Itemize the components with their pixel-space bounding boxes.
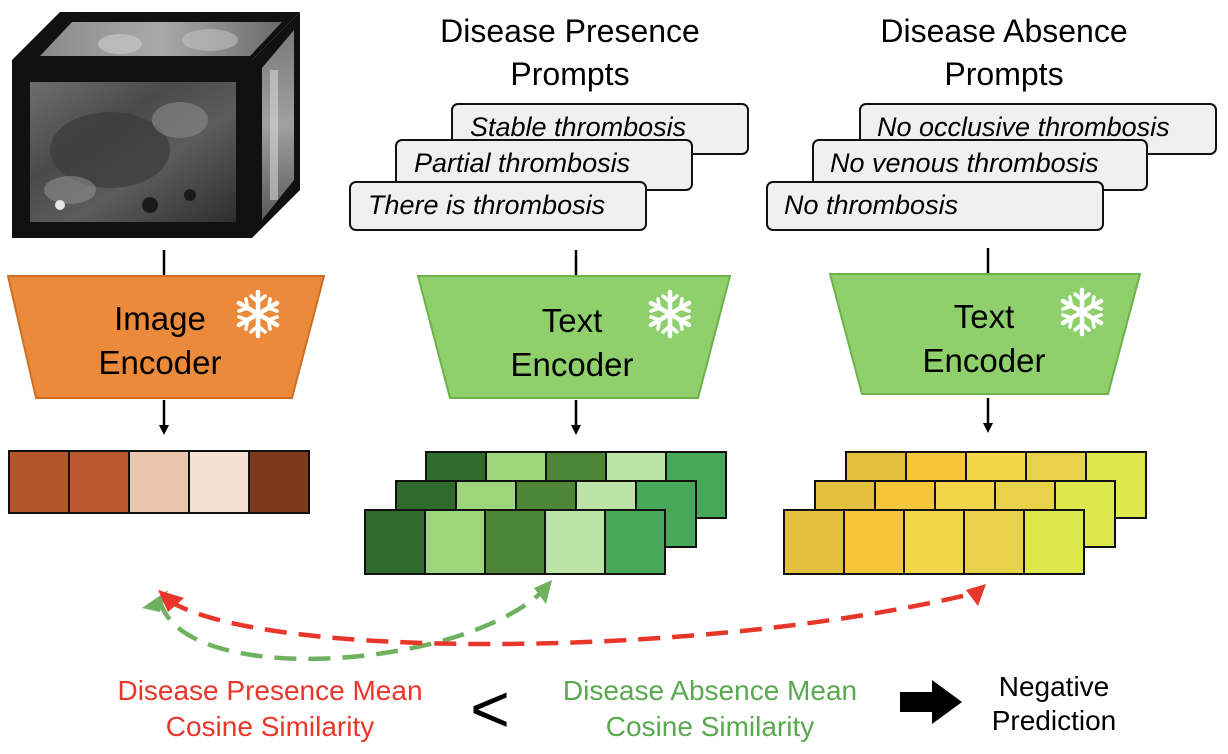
text-encoder-label-line2: Encoder	[923, 342, 1046, 379]
image-encoder-label-line2: Encoder	[99, 344, 222, 381]
presence-similarity-label-line1: Disease Presence Mean	[117, 675, 422, 706]
text-encoder-absence: Text Encoder	[828, 273, 1142, 395]
embedding-cell	[128, 450, 190, 514]
presence-similarity-label-line2: Cosine Similarity	[166, 711, 375, 742]
prompt-card	[766, 181, 1104, 231]
snowflake-icon	[236, 289, 280, 339]
similarity-arrows	[142, 580, 986, 662]
text-encoder-label-line2: Encoder	[511, 346, 634, 383]
embedding-cell	[843, 509, 905, 575]
green-arrowhead-icon	[534, 580, 552, 604]
absence-prompt-text: No thrombosis	[784, 190, 958, 220]
embedding-cell	[544, 509, 606, 575]
embedding-cell	[8, 450, 70, 514]
presence-prompt-text: Stable thrombosis	[470, 112, 686, 142]
less-than-comparator: <	[470, 671, 510, 747]
snowflake-icon	[1060, 287, 1104, 337]
embedding-cell	[604, 509, 666, 575]
absence-embedding-layer	[783, 509, 1085, 575]
presence-header-line1: Disease Presence	[440, 13, 700, 49]
absence-prompt-text: No venous thrombosis	[830, 148, 1099, 178]
absence-similarity-label-line1: Disease Absence Mean	[563, 675, 857, 706]
result-arrow-icon	[900, 680, 962, 724]
image-encoder: Image Encoder	[6, 275, 326, 399]
prompt-card	[349, 181, 647, 231]
embedding-cell	[963, 509, 1025, 575]
presence-prompt-text: There is thrombosis	[368, 190, 605, 220]
presence-header-line2: Prompts	[510, 56, 629, 92]
result-label-line1: Negative	[999, 671, 1110, 702]
absence-header-line1: Disease Absence	[880, 13, 1127, 49]
text-encoder-label-line1: Text	[542, 302, 603, 339]
embedding-cell	[68, 450, 130, 514]
text-encoder-presence: Text Encoder	[416, 275, 732, 399]
absence-prompt-stack: No occlusive thrombosis No venous thromb…	[766, 103, 1217, 231]
absence-similarity-label-line2: Cosine Similarity	[606, 711, 815, 742]
presence-embedding-layer	[364, 509, 666, 575]
red-dashed-arrow	[166, 589, 981, 647]
absence-prompt-text: No occlusive thrombosis	[877, 112, 1170, 142]
embedding-cell	[424, 509, 486, 575]
text-encoder-label-line1: Text	[954, 298, 1015, 335]
embedding-cell	[188, 450, 250, 514]
red-arrowhead-icon	[966, 584, 986, 606]
result-label-line2: Prediction	[992, 705, 1117, 736]
embedding-cell	[903, 509, 965, 575]
presence-prompt-text: Partial thrombosis	[414, 148, 630, 178]
embedding-cell	[783, 509, 845, 575]
embedding-cell	[364, 509, 426, 575]
embedding-vectors	[8, 450, 1147, 575]
absence-header-line2: Prompts	[944, 56, 1063, 92]
ct-volume-image	[12, 12, 300, 238]
red-arrowhead-icon	[158, 590, 184, 612]
embedding-cell	[1023, 509, 1085, 575]
presence-prompt-stack: Stable thrombosis Partial thrombosis The…	[349, 103, 749, 231]
embedding-cell	[248, 450, 310, 514]
snowflake-icon	[648, 289, 692, 339]
green-dashed-arrow	[157, 584, 550, 662]
image-embedding	[8, 450, 310, 514]
image-encoder-label-line1: Image	[114, 300, 206, 337]
embedding-cell	[484, 509, 546, 575]
